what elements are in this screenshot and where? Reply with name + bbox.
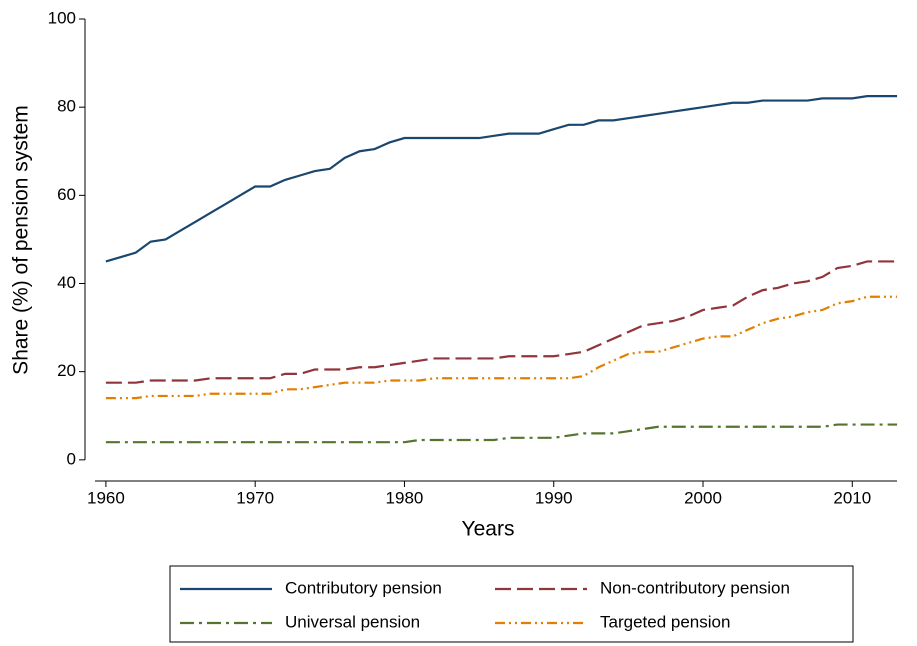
x-tick-label: 1970 [236, 488, 274, 507]
series-line [105, 423, 898, 444]
x-tick-label: 2010 [833, 488, 871, 507]
legend-label: Targeted pension [600, 612, 730, 631]
y-tick-label: 100 [48, 8, 76, 27]
x-tick-label: 1960 [87, 488, 125, 507]
y-tick-label: 40 [57, 273, 76, 292]
x-axis-title: Years [462, 518, 515, 541]
y-tick-label: 20 [57, 361, 76, 380]
series-line [105, 295, 898, 400]
legend-label: Non-contributory pension [600, 578, 790, 597]
y-tick-label: 0 [67, 449, 76, 468]
y-tick-label: 60 [57, 185, 76, 204]
legend-label: Universal pension [285, 612, 420, 631]
x-tick-label: 1980 [386, 488, 424, 507]
x-tick-label: 1990 [535, 488, 573, 507]
series-line [105, 260, 898, 384]
series-line [105, 95, 898, 263]
legend-box [169, 565, 854, 643]
x-tick-label: 2000 [684, 488, 722, 507]
y-tick-label: 80 [57, 97, 76, 116]
y-axis-title: Share (%) of pension system [10, 105, 33, 375]
legend-label: Contributory pension [285, 578, 442, 597]
